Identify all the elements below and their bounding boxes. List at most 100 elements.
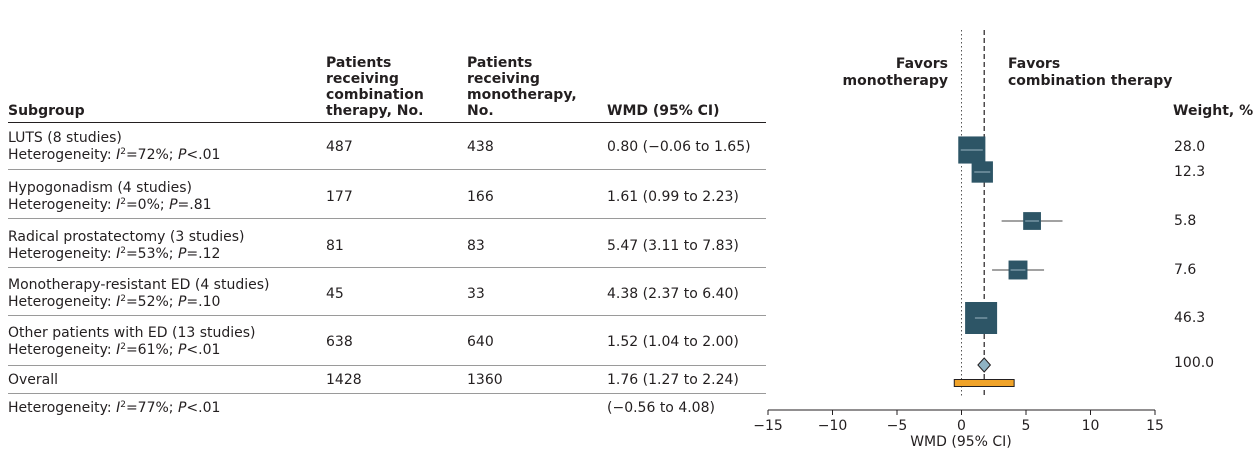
p-symbol: P	[169, 197, 178, 213]
het-prefix: Heterogeneity:	[8, 246, 112, 262]
x-tick-label: −10	[818, 418, 848, 434]
row-name: LUTS (8 studies)	[8, 130, 122, 146]
het-prefix: Heterogeneity:	[8, 342, 112, 358]
p-symbol: P	[177, 246, 187, 262]
row-rule	[8, 218, 766, 219]
row-wmd: 1.61 (0.99 to 2.23)	[607, 189, 739, 205]
header-combination-line: therapy, No.	[326, 103, 424, 119]
favors-left-line1: Favors	[896, 56, 948, 72]
row-name: Other patients with ED (13 studies)	[8, 325, 256, 341]
x-tick-label: −5	[887, 418, 908, 434]
row-monotherapy: 33	[467, 286, 485, 302]
het-prefix: Heterogeneity:	[8, 400, 112, 416]
row-wmd: 4.38 (2.37 to 6.40)	[607, 286, 739, 302]
favors-right-line1: Favors	[1008, 56, 1060, 72]
het-p: =.81	[177, 197, 212, 213]
row-heterogeneity: Heterogeneity: I2=52%; P=.10	[8, 294, 221, 310]
row-weight: 7.6	[1174, 262, 1197, 278]
het-prefix: Heterogeneity:	[8, 197, 112, 213]
header-combination-line: combination	[326, 87, 424, 103]
header-combination: Patients receiving combination therapy, …	[326, 55, 424, 119]
header-rule	[8, 122, 766, 123]
header-subgroup: Subgroup	[8, 103, 85, 119]
i2-sup: 2	[120, 342, 126, 352]
het-i2: 72%	[137, 147, 169, 163]
header-monotherapy: Patients receiving monotherapy, No.	[467, 55, 577, 119]
het-i2: 0%	[137, 197, 160, 213]
row-combination: 487	[326, 139, 353, 155]
overall-diamond	[977, 357, 992, 373]
row-rule	[8, 267, 766, 268]
het-i2: 53%	[137, 246, 169, 262]
p-symbol: P	[177, 342, 187, 358]
i2-sup: 2	[120, 197, 126, 207]
i2-symbol: I	[116, 294, 121, 310]
header-monotherapy-line: receiving	[467, 71, 540, 87]
i2-symbol: I	[116, 147, 121, 163]
row-combination: 45	[326, 286, 344, 302]
row-heterogeneity: Heterogeneity: I2=0%; P=.81	[8, 197, 212, 213]
overall-name: Overall	[8, 372, 59, 388]
row-name: Hypogonadism (4 studies)	[8, 180, 192, 196]
het-p: <.01	[186, 342, 221, 358]
het-p: <.01	[186, 400, 221, 416]
header-weight: Weight, %	[1173, 103, 1254, 119]
header-monotherapy-line: monotherapy,	[467, 87, 577, 103]
x-tick-label: 10	[1082, 418, 1100, 434]
het-prefix: Heterogeneity:	[8, 294, 112, 310]
row-heterogeneity: Heterogeneity: I2=72%; P<.01	[8, 147, 221, 163]
header-monotherapy-line: No.	[467, 103, 494, 119]
row-heterogeneity: Heterogeneity: I2=61%; P<.01	[8, 342, 221, 358]
overall-monotherapy: 1360	[467, 372, 503, 388]
i2-sup: 2	[120, 400, 126, 410]
het-i2: 52%	[137, 294, 169, 310]
i2-sup: 2	[120, 246, 126, 256]
i2-symbol: I	[116, 400, 121, 416]
row-weight: 12.3	[1174, 164, 1206, 180]
p-symbol: P	[177, 147, 187, 163]
p-symbol: P	[177, 294, 187, 310]
het-i2: 61%	[137, 342, 169, 358]
i2-symbol: I	[116, 197, 121, 213]
row-monotherapy: 166	[467, 189, 494, 205]
row-monotherapy: 640	[467, 334, 494, 350]
row-wmd: 0.80 (−0.06 to 1.65)	[607, 139, 751, 155]
row-rule	[8, 365, 766, 366]
row-heterogeneity: Heterogeneity: I2=53%; P=.12	[8, 246, 221, 262]
favors-left-line2: monotherapy	[843, 73, 948, 89]
het-prefix: Heterogeneity:	[8, 147, 112, 163]
prediction-interval-bar	[953, 379, 1015, 387]
i2-symbol: I	[116, 246, 121, 262]
i2-symbol: I	[116, 342, 121, 358]
row-monotherapy: 83	[467, 238, 485, 254]
overall-rule	[8, 393, 766, 394]
row-combination: 81	[326, 238, 344, 254]
overall-wmd: 1.76 (1.27 to 2.24)	[607, 372, 739, 388]
row-name: Monotherapy-resistant ED (4 studies)	[8, 277, 270, 293]
row-combination: 177	[326, 189, 353, 205]
p-symbol: P	[177, 400, 187, 416]
row-monotherapy: 438	[467, 139, 494, 155]
row-name: Radical prostatectomy (3 studies)	[8, 229, 245, 245]
overall-heterogeneity: Heterogeneity: I2=77%; P<.01	[8, 400, 221, 416]
x-tick-label: −15	[753, 418, 783, 434]
row-weight: 5.8	[1174, 213, 1197, 229]
het-p: =.12	[186, 246, 221, 262]
header-combination-line: receiving	[326, 71, 399, 87]
favors-right-line2: combination therapy	[1008, 73, 1172, 89]
prediction-interval-text: (−0.56 to 4.08)	[607, 400, 715, 416]
i2-sup: 2	[120, 147, 126, 157]
i2-sup: 2	[120, 294, 126, 304]
het-p: <.01	[186, 147, 221, 163]
x-tick-label: 5	[1022, 418, 1031, 434]
header-monotherapy-line: Patients	[467, 55, 533, 71]
het-i2: 77%	[137, 400, 169, 416]
row-weight: 46.3	[1174, 310, 1206, 326]
overall-combination: 1428	[326, 372, 362, 388]
row-weight: 28.0	[1174, 139, 1206, 155]
row-wmd: 1.52 (1.04 to 2.00)	[607, 334, 739, 350]
row-combination: 638	[326, 334, 353, 350]
row-rule	[8, 169, 766, 170]
